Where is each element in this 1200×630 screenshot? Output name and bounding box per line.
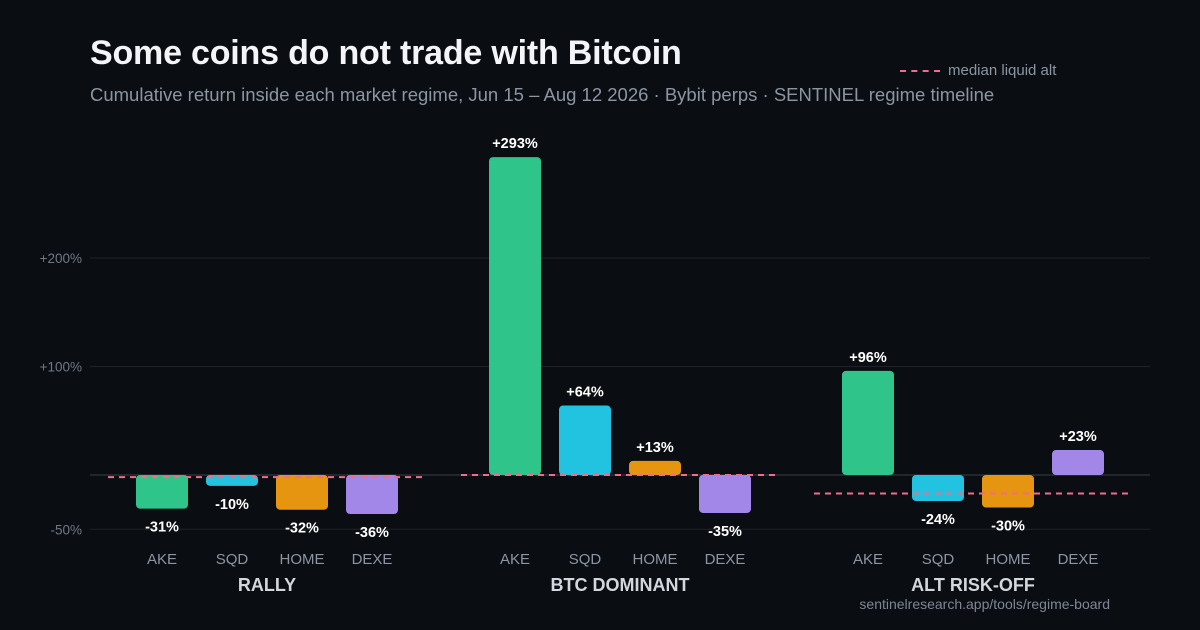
y-tick-label: +200% [40,251,82,266]
chart-subtitle: Cumulative return inside each market reg… [90,84,995,105]
bar-value-label: +96% [849,350,887,366]
coin-label: HOME [280,551,325,568]
bar-value-label: -30% [991,519,1025,535]
y-tick-label: -50% [50,522,82,537]
bar-btc-dominant-dexe [699,475,751,513]
legend-median-label: median liquid alt [948,62,1057,79]
median-line-swatch [900,69,940,72]
bar-btc-dominant-ake [489,157,541,475]
bar-value-label: -10% [215,497,249,513]
coin-label: AKE [500,551,530,568]
source-url: sentinelresearch.app/tools/regime-board [859,596,1110,612]
bar-value-label: -36% [355,525,389,541]
bar-rally-dexe [346,475,398,515]
coin-label: HOME [986,551,1031,568]
bar-alt-risk-off-ake [842,370,894,475]
bar-value-label: +13% [636,440,674,456]
chart-title: Some coins do not trade with Bitcoin [90,34,682,72]
bar-rally-home [276,475,328,510]
bar-alt-risk-off-home [982,475,1034,508]
coin-label: SQD [216,551,249,568]
regime-label: ALT RISK-OFF [911,575,1035,595]
coin-label: AKE [853,551,883,568]
bar-alt-risk-off-sqd [912,475,964,502]
bar-value-label: -24% [921,512,955,528]
bar-rally-ake [136,475,188,509]
bar-alt-risk-off-dexe [1052,450,1104,475]
regime-label: RALLY [238,575,296,595]
y-tick-label: +100% [40,360,82,375]
bar-value-label: +23% [1059,429,1097,445]
bar-btc-dominant-home [629,460,681,475]
bar-value-label: +293% [492,136,538,152]
coin-label: AKE [147,551,177,568]
bar-btc-dominant-sqd [559,405,611,475]
coin-label: HOME [633,551,678,568]
bar-value-label: +64% [566,385,604,401]
coin-label: DEXE [352,551,393,568]
bar-value-label: -31% [145,520,179,536]
coin-label: DEXE [705,551,746,568]
coin-label: SQD [569,551,602,568]
regime-label: BTC DOMINANT [551,575,690,595]
coin-label: DEXE [1058,551,1099,568]
bar-value-label: -35% [708,524,742,540]
coin-label: SQD [922,551,955,568]
bar-value-label: -32% [285,521,319,537]
legend: median liquid alt [900,62,1056,79]
